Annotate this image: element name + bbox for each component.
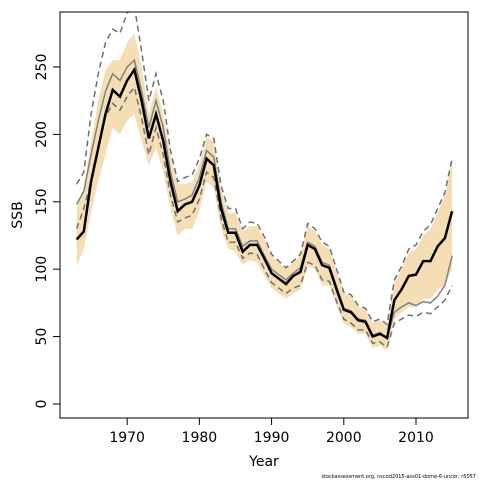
y-tick-label: 200 [34,121,50,148]
x-tick-label: 1970 [109,430,145,446]
plot-area [75,12,454,351]
confidence-band [76,33,453,351]
y-axis-label: SSB [10,201,26,228]
y-tick-label: 100 [34,256,50,283]
y-tick-label: 250 [34,54,50,81]
plot-frame [59,11,469,419]
series-line [75,12,453,326]
series-line [75,66,454,340]
x-axis-label: Year [248,454,279,470]
x-tick-label: 1980 [182,430,218,446]
x-tick-label: 1990 [254,430,290,446]
x-tick-label: 2010 [398,430,434,446]
y-tick-label: 50 [34,328,50,346]
y-tick-label: 150 [34,188,50,215]
x-tick-label: 2000 [326,430,362,446]
y-tick-label: 0 [34,400,50,409]
footnote: stockassessment.org, nscod2015-ass01-dom… [321,474,476,480]
